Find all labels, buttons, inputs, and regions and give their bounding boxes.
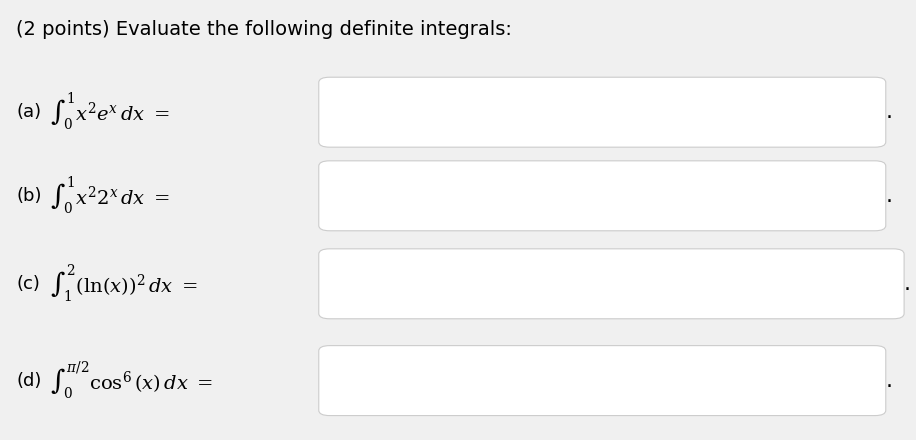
Text: (a): (a) — [16, 103, 41, 121]
FancyBboxPatch shape — [319, 249, 904, 319]
Text: .: . — [904, 274, 911, 294]
Text: (c): (c) — [16, 275, 40, 293]
Text: $\int_0^1 x^2 2^x\,dx\ =$: $\int_0^1 x^2 2^x\,dx\ =$ — [50, 175, 170, 217]
Text: (b): (b) — [16, 187, 42, 205]
Text: (d): (d) — [16, 372, 42, 389]
Text: (2 points) Evaluate the following definite integrals:: (2 points) Evaluate the following defini… — [16, 20, 512, 39]
Text: .: . — [886, 370, 893, 391]
Text: $\int_0^1 x^2 e^x\,dx\ =$: $\int_0^1 x^2 e^x\,dx\ =$ — [50, 91, 170, 133]
Text: .: . — [886, 102, 893, 122]
Text: $\int_1^2 (\ln(x))^2\,dx\ =$: $\int_1^2 (\ln(x))^2\,dx\ =$ — [50, 263, 199, 305]
FancyBboxPatch shape — [319, 161, 886, 231]
Text: $\int_0^{\pi/2} \cos^6(x)\,dx\ =$: $\int_0^{\pi/2} \cos^6(x)\,dx\ =$ — [50, 359, 213, 402]
FancyBboxPatch shape — [319, 77, 886, 147]
FancyBboxPatch shape — [319, 346, 886, 415]
Text: .: . — [886, 186, 893, 206]
